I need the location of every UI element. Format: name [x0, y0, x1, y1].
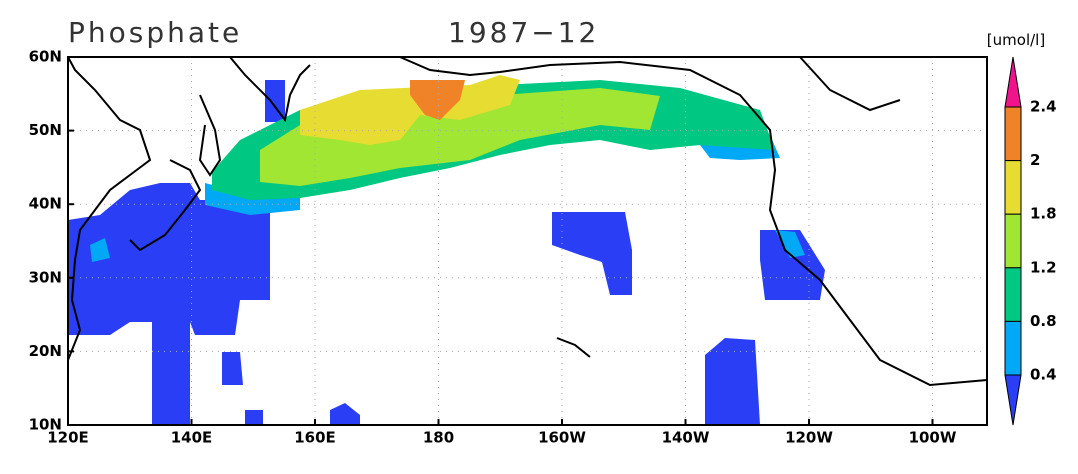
plot-frame	[67, 56, 988, 426]
colorbar-segment	[1004, 160, 1022, 215]
colorbar-segment	[1004, 320, 1022, 376]
colorbar-cap	[1004, 374, 1022, 426]
lon-label: 120E	[47, 429, 89, 447]
lon-label: 180	[423, 429, 454, 447]
colorbar-label: 2	[1030, 151, 1040, 169]
lon-label: 140W	[662, 429, 710, 447]
colorbar-label: 0.8	[1030, 312, 1057, 330]
lat-label: 60N	[29, 48, 62, 66]
title: Phosphate	[68, 16, 242, 49]
lon-label: 100W	[909, 429, 957, 447]
colorbar-segment	[1004, 267, 1022, 322]
lat-label: 20N	[29, 342, 62, 360]
lon-label: 120W	[785, 429, 833, 447]
colorbar-label: 0.4	[1030, 366, 1057, 384]
unit: [umol/l]	[987, 31, 1045, 49]
lat-label: 30N	[29, 268, 62, 286]
grid	[68, 57, 987, 425]
colorbar-label: 2.4	[1030, 98, 1057, 116]
coastlines	[67, 56, 988, 387]
colorbar-segment	[1004, 213, 1022, 269]
colorbar-segment	[1004, 106, 1022, 162]
colorbar-label: 1.2	[1030, 258, 1057, 276]
colorbar: 2.4 2 1.8 1.2 0.8 0.4	[1004, 56, 1057, 426]
lat-label: 10N	[29, 416, 62, 434]
lat-label: 50N	[29, 121, 62, 139]
lat-label: 40N	[29, 195, 62, 213]
period: 1987−12	[448, 16, 599, 49]
lon-label: 160W	[538, 429, 586, 447]
lon-label: 160E	[294, 429, 336, 447]
lon-label: 140E	[171, 429, 213, 447]
colorbar-label: 1.8	[1030, 205, 1057, 223]
colorbar-cap	[1004, 56, 1022, 108]
phosphate-field	[68, 75, 825, 425]
